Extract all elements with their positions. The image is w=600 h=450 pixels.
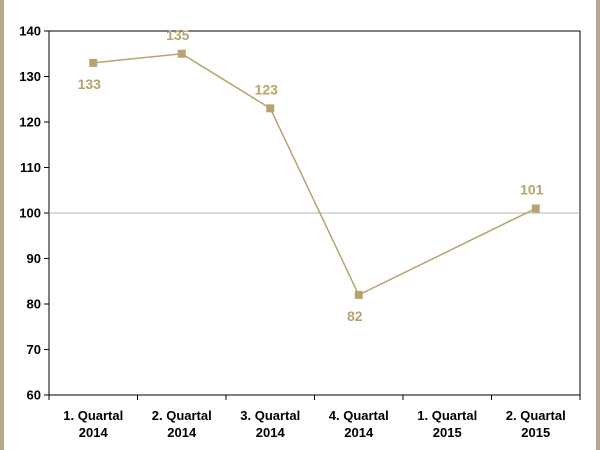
data-label: 123: [255, 81, 279, 97]
data-point-marker: [89, 58, 98, 67]
y-tick-label: 120: [19, 115, 41, 130]
data-label: 135: [166, 27, 190, 43]
y-tick-label: 140: [19, 24, 41, 39]
x-tick-label: 3. Quartal: [240, 408, 300, 423]
data-point-marker: [177, 49, 186, 58]
data-label: 82: [347, 308, 363, 324]
y-tick-label: 100: [19, 206, 41, 221]
x-tick-label: 1. Quartal: [417, 408, 477, 423]
x-tick-label: 2015: [521, 425, 550, 440]
y-tick-label: 70: [27, 342, 41, 357]
data-label: 101: [520, 181, 544, 197]
x-tick-label: 2014: [344, 425, 374, 440]
y-tick-label: 80: [27, 297, 41, 312]
x-tick-label: 2015: [433, 425, 462, 440]
data-point-marker: [531, 204, 540, 213]
data-point-marker: [354, 290, 363, 299]
y-tick-label: 110: [20, 160, 41, 175]
y-tick-label: 60: [27, 388, 41, 403]
data-label: 133: [78, 76, 102, 92]
series-line: [93, 52, 537, 296]
y-tick-label: 90: [27, 251, 41, 266]
line-chart: 60 70 80 90 100 110 120 130 140 1. Quartal 2014 2. …: [19, 24, 581, 440]
x-tick-label: 1. Quartal: [63, 408, 123, 423]
y-tick-label: 130: [19, 69, 41, 84]
x-tick-label: 4. Quartal: [329, 408, 389, 423]
x-tick-label: 2014: [167, 425, 197, 440]
x-tick-label: 2. Quartal: [152, 408, 212, 423]
data-point-marker: [266, 104, 275, 113]
x-tick-label: 2014: [256, 425, 286, 440]
x-tick-label: 2. Quartal: [506, 408, 566, 423]
x-tick-label: 2014: [79, 425, 109, 440]
